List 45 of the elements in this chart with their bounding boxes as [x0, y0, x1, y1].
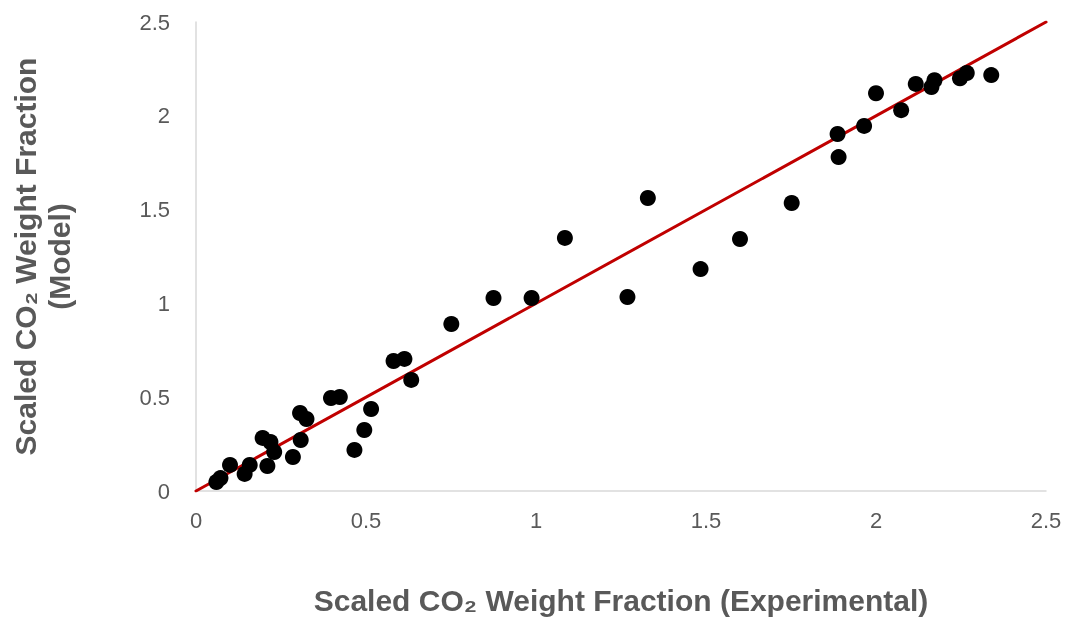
- point: [958, 65, 975, 82]
- point: [856, 117, 873, 134]
- point: [983, 67, 1000, 84]
- point: [284, 449, 301, 466]
- x-tick-label: 1.5: [690, 507, 722, 533]
- point: [732, 231, 748, 248]
- y-tick-label: 2: [157, 103, 170, 129]
- y-tick-label: 1.5: [139, 197, 170, 223]
- point: [403, 371, 420, 388]
- point: [259, 458, 276, 475]
- point: [523, 289, 540, 306]
- y-tick-label: 2.5: [139, 9, 170, 35]
- point: [783, 195, 800, 212]
- point: [485, 289, 502, 306]
- point: [363, 401, 380, 418]
- point: [907, 75, 924, 92]
- point: [619, 289, 636, 306]
- point: [241, 456, 258, 473]
- x-tick-label: 2.5: [1030, 507, 1062, 533]
- point: [212, 470, 229, 487]
- x-tick-label: 0: [189, 507, 203, 533]
- point: [868, 85, 884, 102]
- point: [346, 441, 363, 458]
- point: [556, 229, 573, 246]
- point: [692, 261, 709, 278]
- point: [926, 72, 943, 89]
- point: [830, 149, 847, 166]
- y-tick-label: 0: [157, 478, 170, 504]
- x-axis-title: Scaled CO₂ Weight Fraction (Experimental): [313, 583, 929, 617]
- point: [829, 126, 846, 142]
- x-tick-label: 0.5: [350, 507, 382, 533]
- point: [298, 410, 315, 427]
- point: [266, 443, 283, 460]
- point: [292, 431, 309, 448]
- point: [396, 350, 413, 367]
- y-axis-title: Scaled CO₂ Weight Fraction (Model): [8, 57, 76, 456]
- x-tick-label: 1: [529, 507, 543, 533]
- point: [222, 456, 238, 473]
- point: [639, 189, 656, 206]
- x-tick-label: 2: [869, 507, 883, 533]
- point: [443, 316, 460, 333]
- point: [893, 102, 910, 119]
- y-tick-label: 0.5: [139, 384, 170, 410]
- y-tick-label: 1: [157, 290, 170, 316]
- point: [356, 422, 373, 439]
